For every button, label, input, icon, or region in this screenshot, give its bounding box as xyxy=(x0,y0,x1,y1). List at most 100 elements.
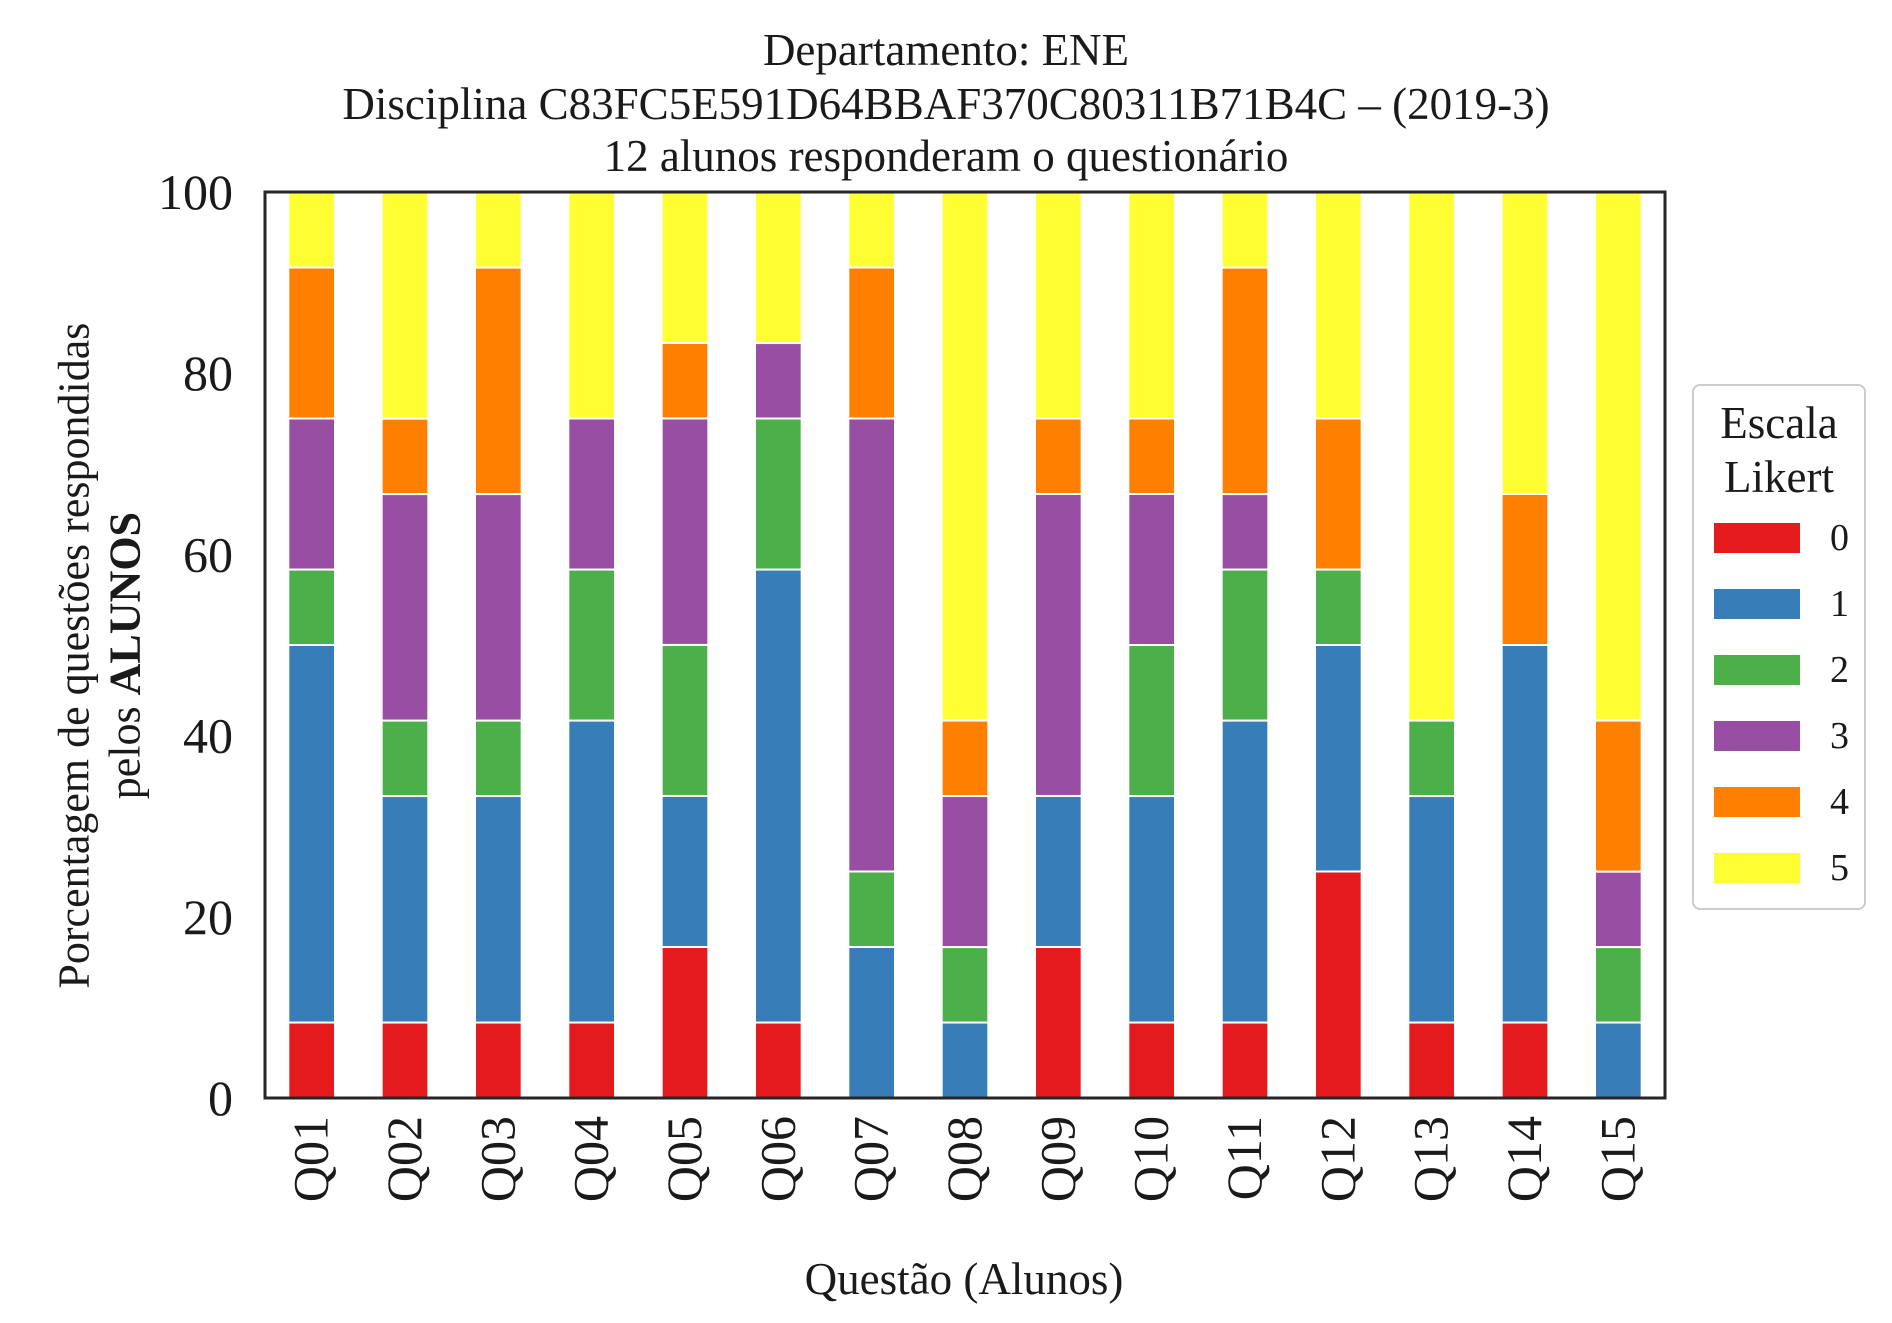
legend-title: Escala Likert xyxy=(1694,396,1864,504)
x-tick-labels: Q01 Q02 Q03 Q04 Q05 Q06 Q07 Q08 Q09 Q10 Q11 Q12 Q13 Q… xyxy=(283,1116,1646,1202)
bar-q10-likert-0 xyxy=(1127,1021,1177,1100)
bar-q08-likert-3 xyxy=(940,795,990,949)
bar-q14-likert-5 xyxy=(1500,191,1550,495)
chart-title-line-2: Disciplina C83FC5E591D64BBAF370C80311B71… xyxy=(342,79,1550,129)
bar-q06-likert-5 xyxy=(754,191,803,345)
bar-q04-likert-2 xyxy=(567,568,616,722)
bar-q12-likert-4 xyxy=(1314,417,1363,571)
bar-q08-likert-1 xyxy=(940,1021,990,1100)
x-tick-label-q04: Q04 xyxy=(563,1116,619,1202)
x-tick-label-q13: Q13 xyxy=(1403,1116,1459,1202)
x-tick-label-q12: Q12 xyxy=(1309,1116,1365,1202)
legend-swatch-3 xyxy=(1714,721,1800,751)
bar-q15-likert-4 xyxy=(1594,719,1643,873)
legend-label-2: 2 xyxy=(1830,649,1849,691)
legend-item-3: 3 xyxy=(1694,716,1864,756)
x-tick-label-q15: Q15 xyxy=(1589,1116,1645,1202)
y-tick-labels: 0 20 40 60 80 100 xyxy=(158,164,233,1126)
bar-q14-likert-4 xyxy=(1500,492,1550,646)
bars-layer xyxy=(287,190,1643,1100)
bar-q03-likert-1 xyxy=(474,795,523,1024)
bar-q15-likert-2 xyxy=(1594,946,1643,1024)
bar-q06-likert-2 xyxy=(754,417,803,571)
bar-q12-likert-1 xyxy=(1314,644,1363,873)
legend-item-1: 1 xyxy=(1694,584,1864,624)
y-tick-label-80: 80 xyxy=(183,345,233,401)
bar-q02-likert-1 xyxy=(380,795,430,1024)
legend-item-0: 0 xyxy=(1694,518,1864,558)
bar-q10-likert-5 xyxy=(1127,191,1177,420)
bar-q11-likert-0 xyxy=(1220,1021,1270,1100)
bar-q04-likert-3 xyxy=(567,417,616,571)
bar-q07-likert-5 xyxy=(847,191,896,269)
bar-q01-likert-4 xyxy=(287,266,337,420)
bar-q13-likert-1 xyxy=(1407,795,1457,1024)
bar-q03-likert-0 xyxy=(474,1021,523,1100)
y-tick-label-100: 100 xyxy=(158,164,233,220)
legend-swatch-4 xyxy=(1714,787,1800,817)
x-tick-label-q05: Q05 xyxy=(656,1116,712,1202)
y-axis-label-line-1: Porcentagem de questões respondidas xyxy=(49,322,99,989)
bar-q13-likert-0 xyxy=(1407,1021,1457,1100)
bar-q09-likert-1 xyxy=(1034,794,1083,948)
bar-q07-likert-3 xyxy=(847,417,896,873)
legend: Escala Likert 0 1 2 3 4 5 xyxy=(1692,384,1866,910)
x-tick-label-q07: Q07 xyxy=(843,1116,899,1202)
legend-swatch-0 xyxy=(1714,523,1800,553)
bar-q05-likert-0 xyxy=(660,945,710,1099)
bar-q01-likert-3 xyxy=(287,417,337,571)
y-axis-label-prefix: pelos xyxy=(100,695,149,800)
x-tick-label-q11: Q11 xyxy=(1216,1116,1272,1200)
bar-q08-likert-4 xyxy=(940,719,990,798)
legend-label-1: 1 xyxy=(1830,583,1849,625)
y-axis-label-line-2: pelos ALUNOS xyxy=(100,206,151,1106)
bar-q05-likert-2 xyxy=(660,643,710,797)
bar-q09-likert-3 xyxy=(1034,492,1083,797)
y-tick-label-0: 0 xyxy=(208,1070,233,1126)
x-tick-label-q06: Q06 xyxy=(749,1116,805,1202)
bar-q01-likert-5 xyxy=(287,191,337,269)
bar-q09-likert-4 xyxy=(1034,417,1083,495)
x-tick-label-q14: Q14 xyxy=(1496,1116,1552,1202)
bar-q11-likert-2 xyxy=(1220,568,1270,722)
bar-q05-likert-4 xyxy=(660,341,710,420)
x-tick-label-q08: Q08 xyxy=(936,1116,992,1202)
bar-q01-likert-1 xyxy=(287,644,337,1024)
legend-item-5: 5 xyxy=(1694,848,1864,888)
x-tick-label-q03: Q03 xyxy=(469,1116,525,1202)
legend-label-3: 3 xyxy=(1830,715,1849,757)
bar-q06-likert-1 xyxy=(754,568,803,1024)
legend-label-5: 5 xyxy=(1830,847,1849,889)
legend-title-line-1: Escala xyxy=(1720,398,1838,448)
x-axis-label: Questão (Alunos) xyxy=(804,1254,1124,1304)
bar-q15-likert-5 xyxy=(1594,191,1643,722)
legend-item-2: 2 xyxy=(1694,650,1864,690)
x-tick-label-q09: Q09 xyxy=(1029,1116,1085,1202)
bar-q03-likert-5 xyxy=(474,191,523,269)
legend-swatch-1 xyxy=(1714,589,1800,619)
bar-q03-likert-3 xyxy=(474,493,523,722)
bar-q10-likert-2 xyxy=(1127,644,1177,798)
bar-q07-likert-4 xyxy=(847,266,896,420)
bar-q07-likert-2 xyxy=(847,870,896,948)
bar-q06-likert-0 xyxy=(754,1021,803,1100)
x-tick-label-q02: Q02 xyxy=(376,1116,432,1202)
bar-q14-likert-0 xyxy=(1500,1021,1550,1100)
legend-label-0: 0 xyxy=(1830,517,1849,559)
bar-q11-likert-1 xyxy=(1220,719,1270,1024)
bar-q04-likert-5 xyxy=(567,191,616,420)
bar-q13-likert-2 xyxy=(1407,719,1457,798)
bar-q15-likert-1 xyxy=(1594,1021,1643,1100)
x-tick-label-q01: Q01 xyxy=(283,1116,339,1202)
chart-title-line-1: Departamento: ENE xyxy=(762,25,1130,75)
y-tick-label-60: 60 xyxy=(183,526,233,582)
bar-q14-likert-1 xyxy=(1500,644,1550,1024)
bar-q12-likert-0 xyxy=(1314,870,1363,1099)
legend-title-line-2: Likert xyxy=(1724,452,1834,502)
bar-q03-likert-2 xyxy=(474,719,523,798)
legend-item-4: 4 xyxy=(1694,782,1864,822)
bar-q02-likert-2 xyxy=(380,719,430,798)
bar-q02-likert-0 xyxy=(380,1021,430,1100)
x-tick-label-q10: Q10 xyxy=(1123,1116,1179,1202)
